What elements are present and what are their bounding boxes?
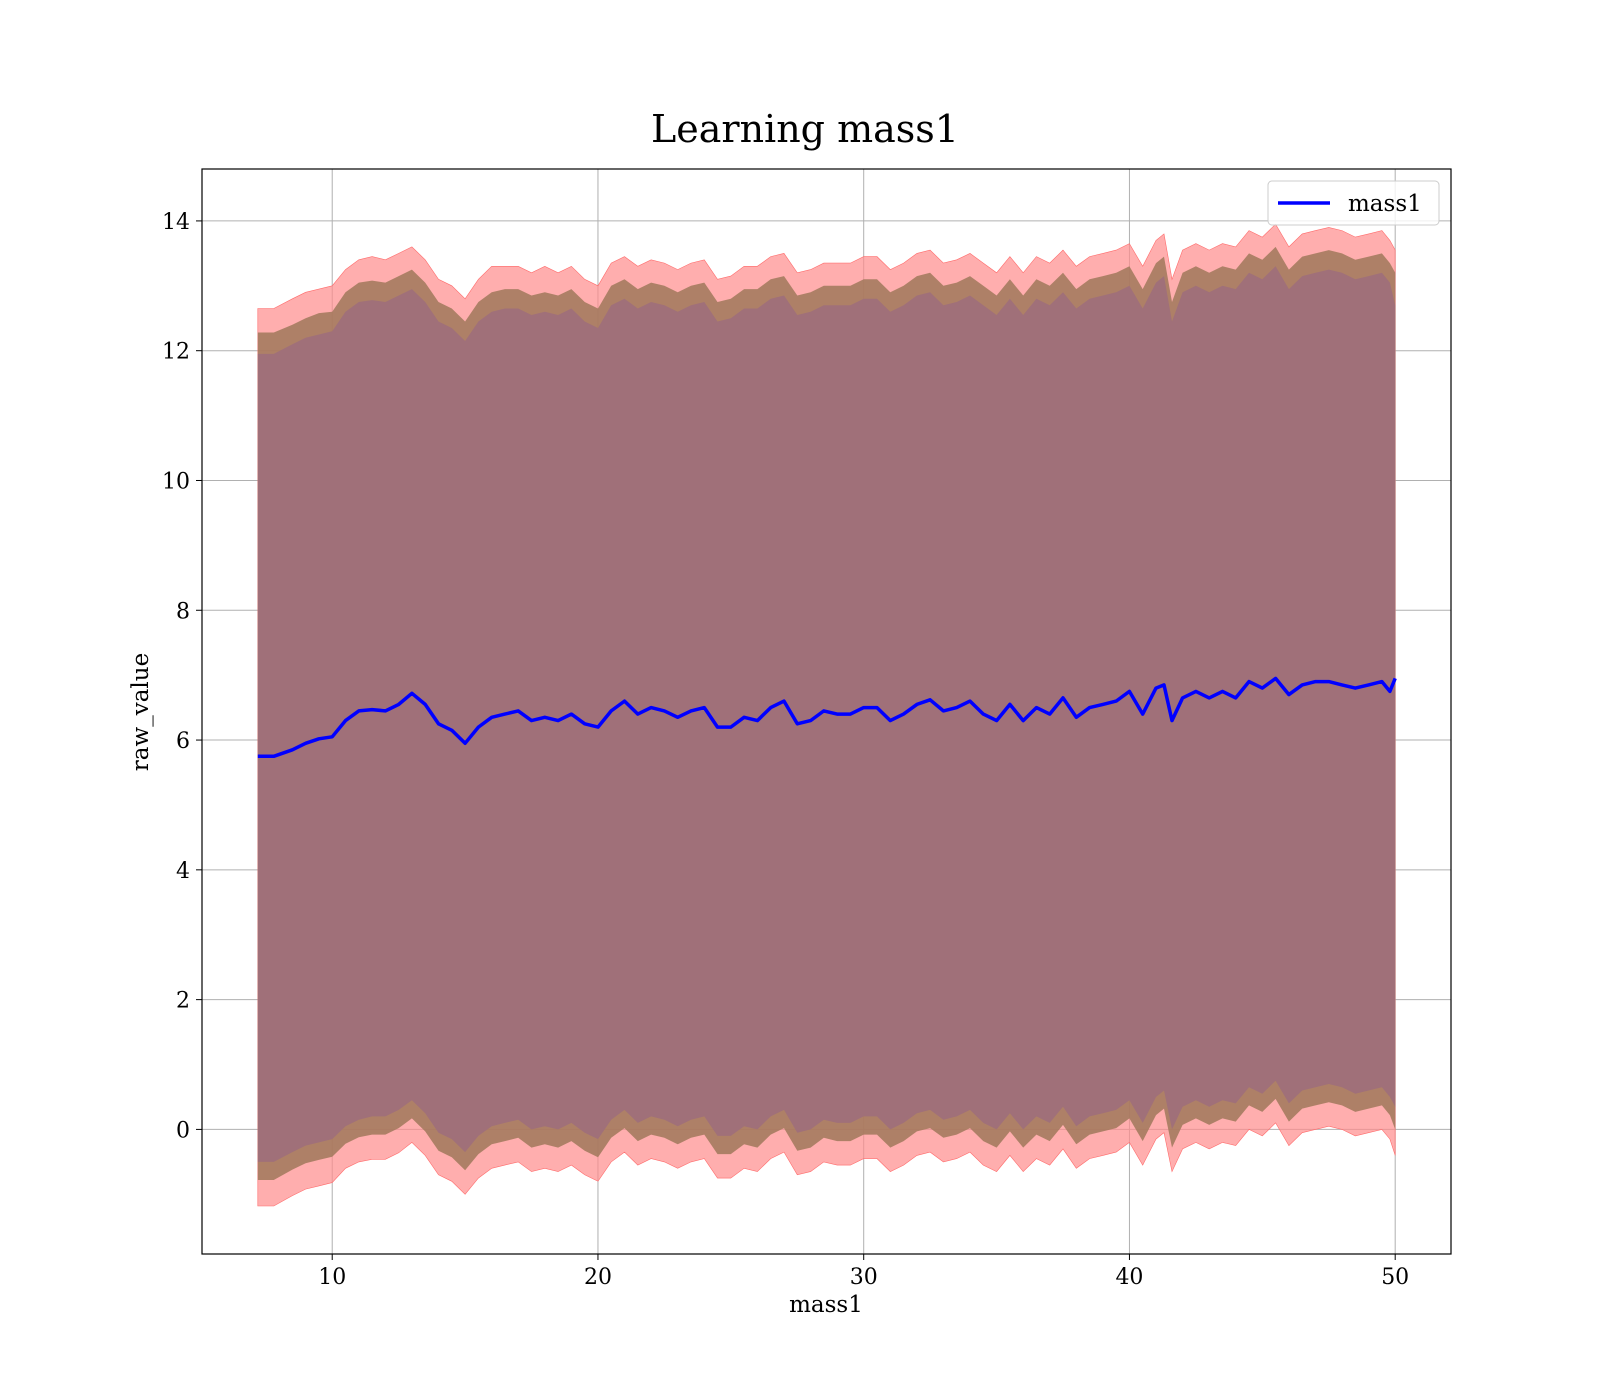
- x-tick-label: 50: [1381, 1265, 1409, 1290]
- chart-title: Learning mass1: [651, 107, 959, 151]
- x-tick-label: 10: [318, 1265, 346, 1290]
- series-layer: [257, 676, 1397, 759]
- uncertainty-bands: [257, 223, 1396, 1207]
- y-tick-label: 10: [162, 469, 190, 494]
- x-tick-label: 20: [584, 1265, 612, 1290]
- band-inner: [257, 266, 1396, 1162]
- legend: mass1: [1267, 180, 1440, 226]
- ticks: 10 20 30 40 50 0 2 4 6 8 10 12 14: [162, 210, 1409, 1290]
- y-tick-label: 14: [162, 210, 190, 235]
- x-axis-label: mass1: [789, 1292, 863, 1318]
- y-axis-label: raw_value: [128, 653, 154, 771]
- y-tick-label: 6: [176, 729, 190, 754]
- y-tick-label: 8: [176, 599, 190, 624]
- legend-label: mass1: [1348, 191, 1422, 217]
- legend-box: [1267, 180, 1440, 226]
- y-tick-label: 12: [162, 340, 190, 365]
- y-tick-label: 2: [176, 989, 190, 1014]
- x-tick-label: 30: [850, 1265, 878, 1290]
- y-tick-label: 4: [176, 859, 190, 884]
- series-line-mass1: [257, 676, 1397, 759]
- x-tick-label: 40: [1115, 1265, 1143, 1290]
- y-tick-label: 0: [176, 1118, 190, 1143]
- plot-frame: [201, 168, 1452, 1255]
